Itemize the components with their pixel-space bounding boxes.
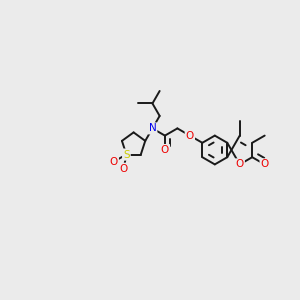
Text: O: O	[186, 130, 194, 141]
Text: O: O	[261, 159, 269, 170]
Text: O: O	[110, 157, 118, 166]
Text: S: S	[123, 150, 130, 160]
Text: O: O	[119, 164, 128, 174]
Text: O: O	[161, 145, 169, 155]
Text: N: N	[148, 123, 156, 134]
Text: O: O	[236, 159, 244, 170]
